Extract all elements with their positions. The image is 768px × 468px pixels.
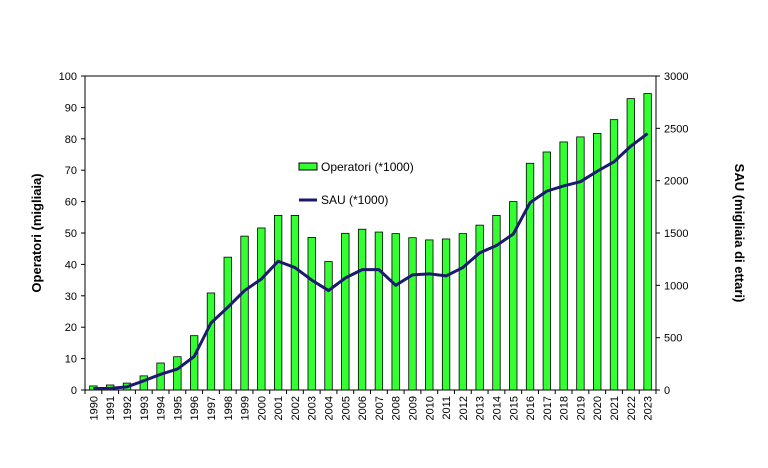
y-tick-label: 100: [59, 71, 77, 83]
y-tick-label: 20: [65, 322, 77, 334]
x-tick-label-1996: 1996: [189, 396, 201, 420]
x-tick-label-2015: 2015: [508, 396, 520, 420]
x-tick-label-2010: 2010: [424, 396, 436, 420]
x-tick-label-1994: 1994: [156, 396, 168, 420]
y-axis-right: 0 500 1000 1500 2000 2500 3000: [656, 71, 688, 397]
bar-1996: [190, 335, 199, 391]
x-tick-label-2023: 2023: [643, 396, 655, 420]
x-tick-label-2021: 2021: [609, 396, 621, 420]
line-group: [93, 132, 649, 391]
x-axis: 1990 1991 1992 1993 1994 1995 1996 1997 1998 1999…: [84, 390, 657, 420]
bar-2019: [576, 136, 585, 391]
bar-1997: [206, 292, 216, 391]
x-tick-label-2011: 2011: [441, 396, 453, 420]
y-axis-left: 0 10 20 30 40 50 60 70 80 90 100: [59, 71, 85, 397]
legend: Operatori (*1000) SAU (*1000): [298, 160, 414, 207]
y-tick-label: 50: [65, 228, 77, 240]
x-tick-label-2020: 2020: [592, 396, 604, 420]
x-tick-label-2003: 2003: [307, 396, 319, 420]
bar-2015: [509, 201, 518, 391]
x-tick-label-2007: 2007: [374, 396, 386, 420]
x-tick-label-2012: 2012: [458, 396, 470, 420]
x-tick-label-2002: 2002: [290, 396, 302, 420]
legend-bar-label: Operatori (*1000): [321, 160, 414, 174]
legend-bar-swatch: [298, 162, 318, 171]
y2-axis-title: SAU (migliaia di ettari): [732, 164, 747, 303]
bar-2011: [441, 238, 451, 391]
x-tick-label-2008: 2008: [391, 396, 403, 420]
y2-tick-label: 1000: [664, 280, 688, 292]
bar-2010: [425, 239, 434, 391]
bar-2022: [626, 98, 635, 391]
y-tick-label: 70: [65, 165, 77, 177]
x-tick-label-1998: 1998: [223, 396, 235, 420]
x-tick-label-2013: 2013: [475, 396, 487, 420]
bar-1998: [223, 256, 232, 391]
bar-2007: [374, 231, 384, 391]
y2-tick-label: 0: [664, 385, 670, 397]
x-tick-label-1992: 1992: [122, 396, 134, 420]
x-tick-label-2001: 2001: [273, 396, 285, 420]
bar-2009: [408, 237, 417, 391]
x-tick-label-2017: 2017: [542, 396, 554, 420]
bar-2000: [257, 227, 266, 391]
bar-2020: [593, 133, 602, 391]
y2-tick-label: 1500: [664, 228, 688, 240]
bar-1999: [240, 235, 249, 391]
bar-2002: [290, 215, 300, 391]
bar-2017: [542, 151, 551, 391]
x-tick-label-2005: 2005: [340, 396, 352, 420]
bar-2021: [609, 119, 619, 391]
x-tick-label-2014: 2014: [491, 396, 503, 420]
x-tick-label-2016: 2016: [525, 396, 537, 420]
x-tick-label-1993: 1993: [139, 396, 151, 420]
y2-tick-label: 2000: [664, 176, 688, 188]
x-tick-label-1995: 1995: [172, 396, 184, 420]
bar-2012: [458, 233, 468, 391]
x-tick-label-2019: 2019: [575, 396, 587, 420]
x-tick-label-2009: 2009: [407, 396, 419, 420]
bar-2006: [357, 228, 367, 391]
bars-group: [89, 93, 652, 391]
bar-2003: [307, 236, 316, 391]
bar-1995: [173, 356, 182, 391]
y-tick-label: 60: [65, 197, 77, 209]
bar-2001: [273, 215, 283, 391]
y2-tick-label: 2500: [664, 123, 688, 135]
x-tick-label-2022: 2022: [626, 396, 638, 420]
x-tick-label-2000: 2000: [256, 396, 268, 420]
bar-2004: [324, 261, 333, 391]
x-tick-label-2006: 2006: [357, 396, 369, 420]
plot-area: [84, 75, 657, 391]
bar-2016: [525, 162, 535, 391]
bar-2014: [492, 215, 501, 391]
x-tick-label-1997: 1997: [206, 396, 218, 420]
y2-tick-label: 3000: [664, 71, 688, 83]
x-tick-label-1990: 1990: [88, 396, 100, 420]
bar-2013: [475, 224, 484, 391]
legend-line-label: SAU (*1000): [321, 193, 388, 207]
bar-2005: [341, 232, 350, 391]
y-tick-label: 30: [65, 291, 77, 303]
x-tick-label-2004: 2004: [324, 396, 336, 420]
y-tick-label: 80: [65, 134, 77, 146]
sau-line: [93, 132, 649, 391]
y-tick-label: 0: [71, 385, 77, 397]
y-axis-title: Operatori (migliaia): [29, 173, 44, 292]
y2-tick-label: 500: [664, 333, 682, 345]
bar-2008: [391, 233, 400, 391]
bar-2018: [559, 141, 568, 391]
bar-2023: [643, 93, 652, 391]
x-tick-label-1991: 1991: [105, 396, 117, 420]
x-tick-label-2018: 2018: [559, 396, 571, 420]
y-tick-label: 10: [65, 354, 77, 366]
y-tick-label: 90: [65, 102, 77, 114]
x-tick-label-1999: 1999: [240, 396, 252, 420]
y-tick-label: 40: [65, 259, 77, 271]
